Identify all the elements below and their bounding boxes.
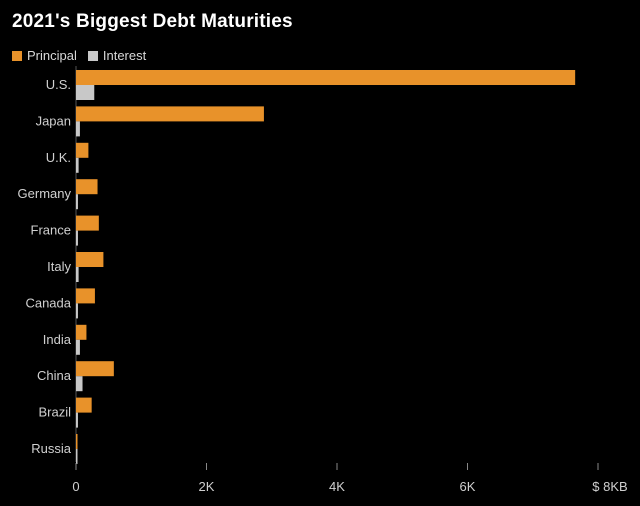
category-label-germany: Germany [18,186,72,201]
legend-swatch-interest [87,50,98,61]
bar-interest-germany [76,194,78,210]
legend-swatch-principal [12,50,22,61]
category-label-russia: Russia [31,441,72,456]
bar-principal-italy [76,252,104,267]
bar-principal-russia [76,434,78,449]
bar-interest-india [76,339,80,355]
x-tick-label-2: 4K [329,479,345,494]
legend-label-principal: Principal [27,48,77,63]
x-tick-label-0: 0 [72,479,79,494]
category-label-brazil: Brazil [38,405,71,420]
bar-principal-japan [76,106,264,122]
legend-label-interest: Interest [102,48,147,63]
bar-principal-u-k [76,142,89,158]
category-label-italy: Italy [47,259,71,274]
x-tick-label-3: 6K [460,479,476,494]
category-label-u-k: U.K. [46,150,71,165]
x-tick-label-4: $ 8KB [592,479,627,494]
bar-interest-italy [76,267,79,282]
category-label-china: China [37,368,72,383]
bar-interest-canada [76,303,78,319]
bar-principal-brazil [76,397,92,413]
category-label-france: France [31,223,71,238]
bar-interest-russia [76,449,78,464]
bar-interest-japan [76,121,80,137]
bar-interest-china [76,376,83,392]
bar-interest-u-k [76,157,79,173]
category-label-india: India [43,332,72,347]
category-label-canada: Canada [25,295,71,310]
bar-principal-india [76,324,87,340]
bar-interest-brazil [76,412,78,428]
bar-principal-france [76,215,99,231]
chart-title: 2021's Biggest Debt Maturities [12,11,293,32]
category-label-u-s: U.S. [46,77,71,92]
bar-principal-germany [76,179,98,195]
bar-principal-canada [76,288,95,304]
legend-item-principal: Principal [12,48,77,63]
bar-interest-u-s [76,85,95,100]
x-tick-label-1: 2K [199,479,215,494]
bar-principal-u-s [76,70,576,85]
bar-principal-china [76,361,114,377]
bar-interest-france [76,230,78,246]
legend: Principal Interest [12,48,157,63]
category-label-japan: Japan [36,113,71,128]
legend-item-interest: Interest [87,48,147,63]
